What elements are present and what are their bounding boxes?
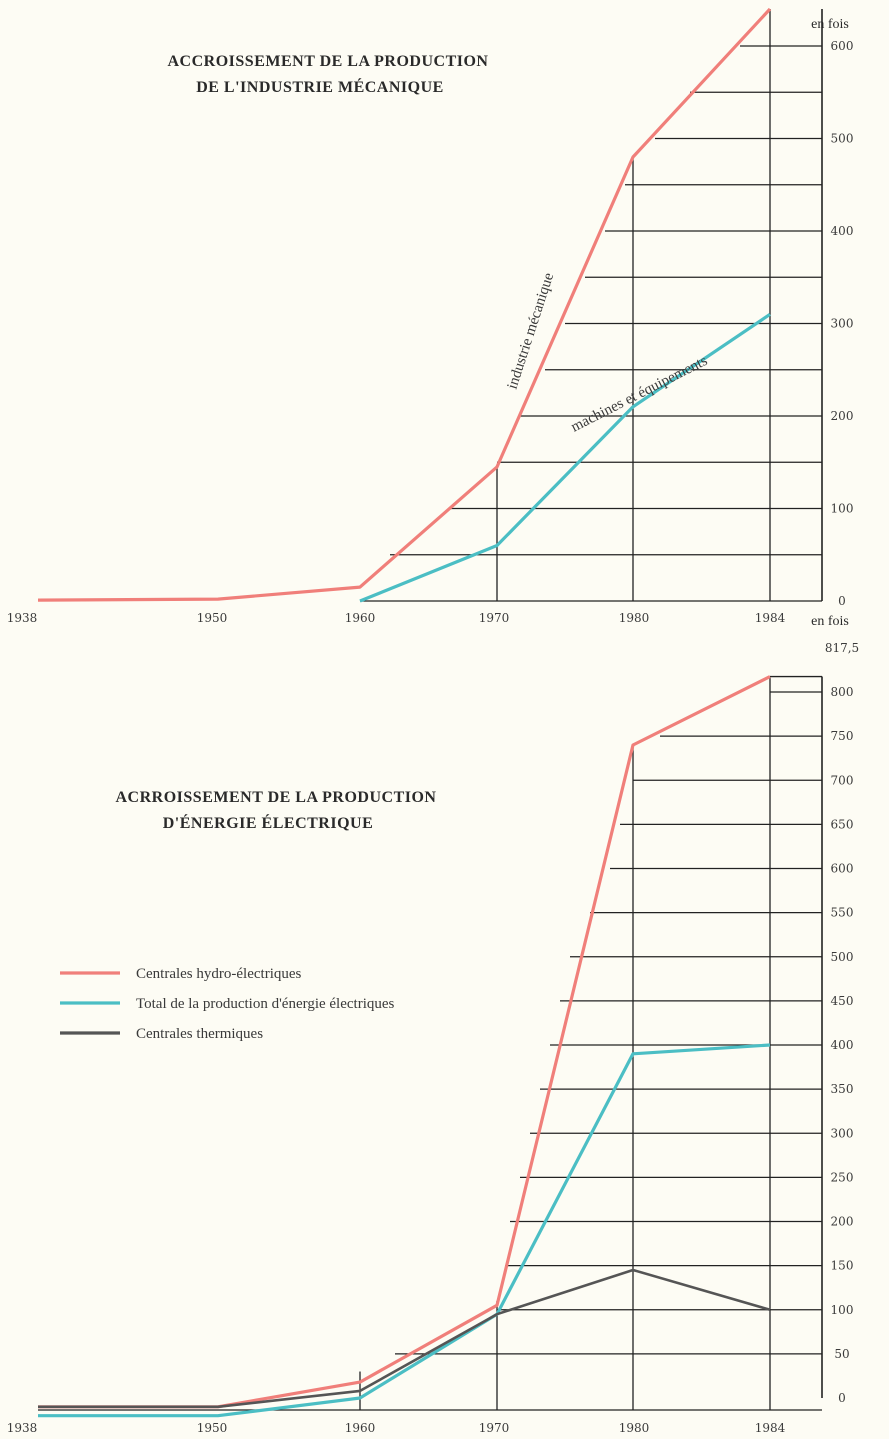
chart1-title-line1: ACCROISSEMENT DE LA PRODUCTION — [168, 53, 489, 70]
chart1-x-tick-label: 1960 — [345, 611, 376, 625]
chart2-y-tick-label: 450 — [831, 994, 854, 1008]
chart2-y-tick-label: 150 — [831, 1259, 854, 1273]
chart2-x-tick-label: 1960 — [345, 1421, 376, 1435]
chart1-y-tick-label: 100 — [831, 502, 854, 516]
chart1-y-tick-label: 600 — [831, 39, 854, 53]
chart1-series — [37, 7, 772, 603]
chart2-y-tick-label: 100 — [831, 1303, 854, 1317]
chart2-y-tick-label: 50 — [834, 1347, 849, 1361]
chart2-top-annotation: 817,5 — [825, 641, 859, 655]
chart2-y-tick-label: 650 — [831, 817, 854, 831]
chart2-y-tick-label: 0 — [838, 1391, 846, 1405]
chart2-title-line1: ACRROISSEMENT DE LA PRODUCTION — [116, 789, 437, 806]
chart2-x-tick-label: 1950 — [197, 1421, 228, 1435]
legend-label: Centrales hydro-électriques — [136, 966, 302, 982]
chart1-tick-labels: 1938 1950 1960 1970 1980 1984 0 100 200 300 400 500… — [7, 39, 854, 625]
chart2-y-tick-label: 750 — [831, 729, 854, 743]
chart2-y-tick-label: 250 — [831, 1170, 854, 1184]
chart1-x-tick-label: 1980 — [619, 611, 650, 625]
chart2-y-tick-label: 600 — [831, 862, 854, 876]
chart1-y-tick-label: 0 — [838, 594, 846, 608]
chart1-y-tick-label: 200 — [831, 409, 854, 423]
chart1-grid — [360, 9, 823, 602]
chart1-y-tick-label: 500 — [831, 132, 854, 146]
chart1-series1-annotation: industrie mécanique — [505, 271, 558, 392]
chart1-title-line2: DE L'INDUSTRIE MÉCANIQUE — [196, 77, 444, 96]
chart2-legend: Centrales hydro-électriques Total de la p… — [60, 966, 395, 1042]
legend-label: Centrales thermiques — [136, 1026, 263, 1042]
legend-label: Total de la production d'énergie électri… — [136, 996, 395, 1012]
mechanical-industry-chart: 1938 1950 1960 1970 1980 1984 0 100 200 300 400 500… — [7, 7, 854, 625]
electric-energy-chart: 1938 1950 1960 1970 1980 1984 0 50 100 150 200 250 3… — [7, 614, 859, 1435]
chart1-x-tick-label: 1950 — [197, 611, 228, 625]
chart1-x-tick-label: 1938 — [7, 611, 38, 625]
chart2-unit-label: en fois — [811, 614, 849, 629]
chart2-title-line2: D'ÉNERGIE ÉLECTRIQUE — [163, 813, 374, 832]
chart1-y-tick-label: 300 — [831, 317, 854, 331]
chart2-series — [38, 675, 771, 1418]
chart2-x-tick-label: 1980 — [619, 1421, 650, 1435]
chart2-y-tick-label: 800 — [831, 685, 854, 699]
chart1-series-line-2 — [359, 312, 771, 603]
chart1-series-line-1 — [37, 7, 772, 602]
chart1-y-tick-label: 400 — [831, 224, 854, 238]
chart2-series-line-3 — [38, 1268, 771, 1409]
chart1-x-tick-label: 1970 — [479, 611, 510, 625]
chart2-y-tick-label: 350 — [831, 1082, 854, 1096]
chart2-x-tick-label: 1984 — [755, 1421, 786, 1435]
chart2-series-line-2 — [38, 1043, 771, 1418]
chart2-y-tick-label: 700 — [831, 773, 854, 787]
chart1-unit-label: en fois — [811, 17, 849, 32]
chart2-tick-labels: 1938 1950 1960 1970 1980 1984 0 50 100 150 200 250 3… — [7, 685, 854, 1435]
chart1-series2-annotation: machines et équipements — [569, 353, 711, 436]
chart2-y-tick-label: 500 — [831, 950, 854, 964]
chart2-grid — [38, 675, 823, 1411]
chart2-y-tick-label: 400 — [831, 1038, 854, 1052]
chart1-x-tick-label: 1984 — [755, 611, 786, 625]
chart2-y-tick-label: 200 — [831, 1215, 854, 1229]
chart2-x-tick-label: 1970 — [479, 1421, 510, 1435]
chart2-y-tick-label: 550 — [831, 906, 854, 920]
chart2-x-tick-label: 1938 — [7, 1421, 38, 1435]
chart2-y-tick-label: 300 — [831, 1126, 854, 1140]
